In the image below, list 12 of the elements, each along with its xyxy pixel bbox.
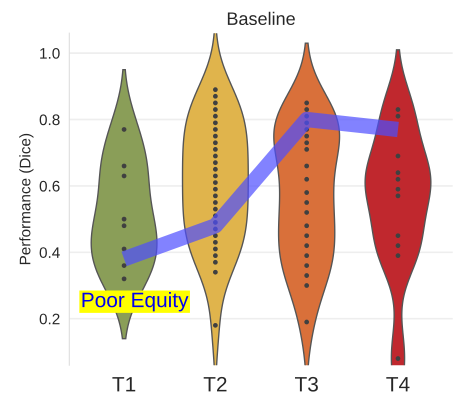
- x-tick-label: T4: [386, 377, 410, 392]
- y-tick-label: 1.0: [40, 48, 60, 59]
- x-tick-label: T1: [112, 377, 136, 392]
- x-tick-label: T3: [294, 376, 318, 392]
- y-tick-label: 0.2: [40, 314, 60, 324]
- chart-title: Baseline: [228, 12, 295, 26]
- y-axis-title: Performance (Dice): [19, 134, 34, 264]
- y-tick-label: 0.4: [40, 247, 60, 258]
- y-tick-label: 0.8: [40, 114, 60, 126]
- x-tick-label: T2: [204, 376, 226, 392]
- annotation: Poor Equity: [82, 292, 188, 312]
- y-tick-label: 0.6: [40, 180, 60, 192]
